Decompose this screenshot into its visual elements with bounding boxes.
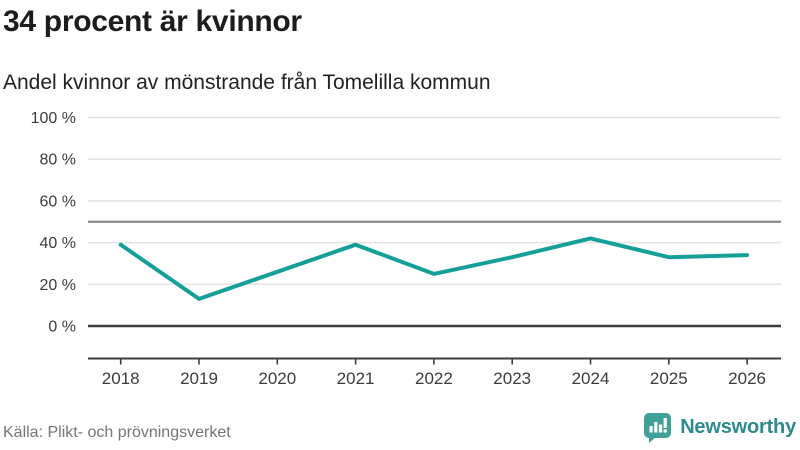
y-axis-tick-label: 60 % bbox=[40, 193, 76, 210]
y-axis-tick-label: 80 % bbox=[40, 152, 76, 169]
x-axis-tick-label: 2025 bbox=[650, 369, 688, 388]
x-axis-tick-label: 2021 bbox=[337, 369, 375, 388]
data-series-line bbox=[118, 236, 750, 301]
chart-subtitle: Andel kvinnor av mönstrande från Tomelil… bbox=[3, 71, 491, 94]
x-axis-tick-label: 2022 bbox=[415, 369, 453, 388]
newsworthy-logo: Newsworthy bbox=[642, 411, 796, 444]
y-axis-tick-label: 100 % bbox=[31, 110, 76, 127]
brand-name: Newsworthy bbox=[680, 416, 796, 438]
x-axis-tick-label: 2023 bbox=[493, 369, 531, 388]
source-note: Källa: Plikt- och prövningsverket bbox=[3, 424, 231, 441]
x-axis-tick-label: 2018 bbox=[102, 369, 140, 388]
chart-title: 34 procent är kvinnor bbox=[3, 5, 302, 38]
y-axis-tick-label: 20 % bbox=[40, 277, 76, 294]
x-axis-tick-label: 2024 bbox=[572, 369, 610, 388]
x-axis-tick-label: 2019 bbox=[180, 369, 218, 388]
x-axis-tick-label: 2026 bbox=[728, 369, 766, 388]
x-axis-tick-label: 2020 bbox=[258, 369, 296, 388]
line-chart: 100 % 80 % 60 % 40 % 20 % 0 % 2018 2019 2020 2021… bbox=[31, 110, 781, 388]
newsworthy-icon bbox=[644, 413, 672, 443]
y-axis-tick-label: 0 % bbox=[48, 319, 76, 336]
y-axis-tick-label: 40 % bbox=[40, 235, 76, 252]
